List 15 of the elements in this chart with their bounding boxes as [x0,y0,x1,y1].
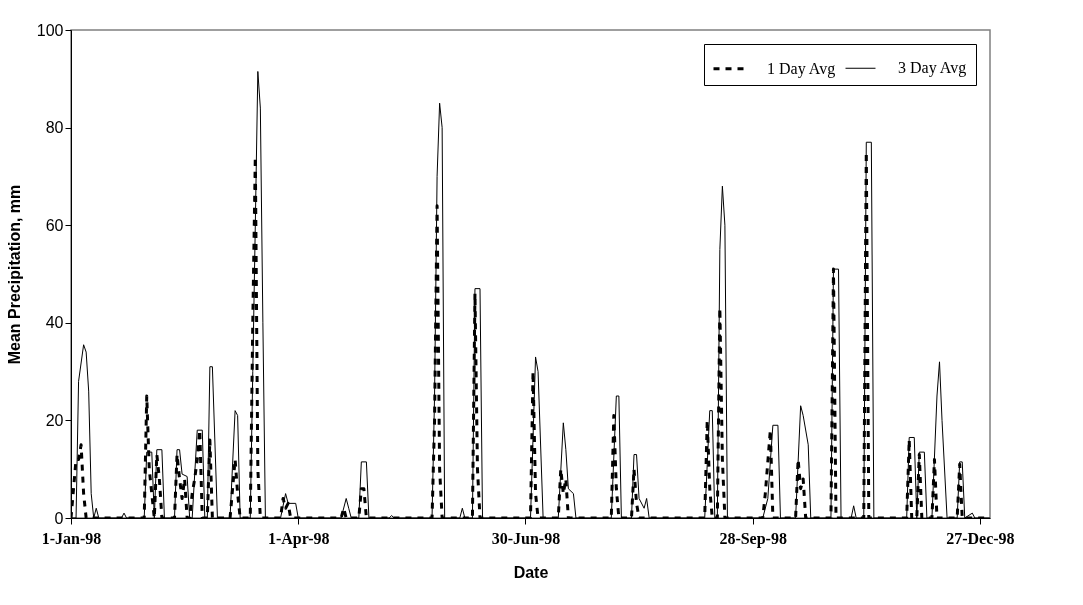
legend-label: 3 Day Avg [898,59,967,78]
x-tick-label: 28-Sep-98 [719,529,787,548]
y-tick-label: 60 [45,216,64,234]
x-tick-label: 30-Jun-98 [491,529,561,547]
x-axis-title: Date [513,563,549,581]
y-tick-label: 20 [45,411,64,429]
x-tick-label: 1-Jan-98 [41,529,102,547]
legend-label: 1 Day Avg [767,59,836,78]
y-tick-label: 40 [45,314,64,332]
x-tick-label: 1-Apr-98 [267,529,330,548]
y-tick-label: 0 [54,509,64,527]
y-axis-title: Mean Precipitation, mm [5,184,23,365]
y-tick-label: 100 [36,21,64,39]
y-tick-label: 80 [45,119,64,137]
x-tick-label: 27-Dec-98 [946,529,1015,547]
